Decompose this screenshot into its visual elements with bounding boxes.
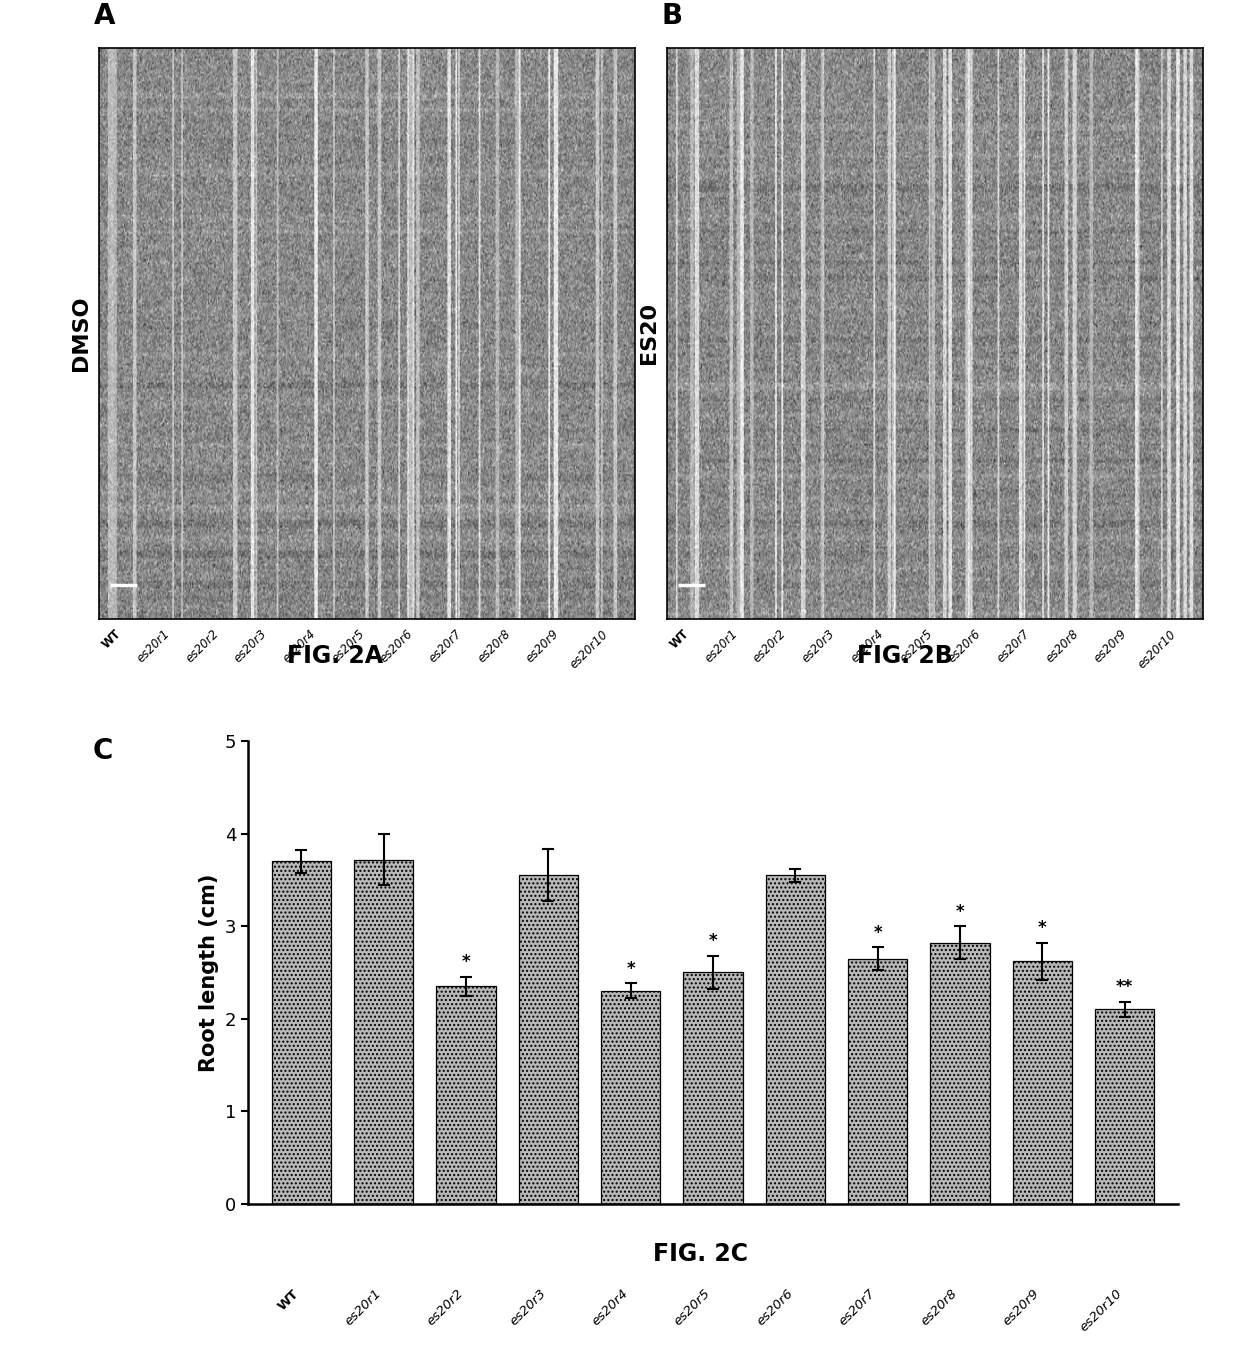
Text: es20r3: es20r3 [507, 1287, 548, 1329]
Text: es20r2: es20r2 [184, 627, 221, 665]
Text: es20r8: es20r8 [919, 1287, 960, 1329]
Text: es20r10: es20r10 [567, 627, 610, 670]
Text: *: * [626, 960, 635, 978]
Bar [601, 991, 661, 1204]
Text: es20r7: es20r7 [836, 1287, 878, 1329]
Bar [848, 959, 908, 1204]
Text: **: ** [1116, 978, 1133, 997]
Text: es20r8: es20r8 [1043, 627, 1081, 665]
Bar [436, 986, 496, 1204]
Bar [683, 972, 743, 1204]
Text: A: A [94, 3, 115, 30]
Text: B: B [662, 3, 683, 30]
Text: *: * [709, 932, 717, 951]
Text: WT: WT [99, 627, 124, 651]
Text: es20r7: es20r7 [994, 627, 1033, 665]
Bar [1013, 962, 1071, 1204]
Bar [765, 876, 825, 1204]
Text: es20r6: es20r6 [946, 627, 983, 665]
Text: es20r1: es20r1 [342, 1287, 384, 1329]
Y-axis label: DMSO: DMSO [71, 295, 91, 371]
Y-axis label: Root length (cm): Root length (cm) [200, 873, 219, 1072]
Bar [355, 860, 413, 1204]
Text: *: * [956, 903, 965, 921]
Bar [930, 942, 990, 1204]
Text: es20r6: es20r6 [378, 627, 415, 665]
Text: *: * [461, 953, 470, 971]
Text: es20r4: es20r4 [848, 627, 887, 665]
Text: es20r4: es20r4 [280, 627, 319, 665]
Text: FIG. 2A: FIG. 2A [286, 643, 383, 668]
Text: es20r5: es20r5 [329, 627, 367, 665]
Bar [272, 861, 331, 1204]
Text: es20r2: es20r2 [751, 627, 789, 665]
Text: es20r8: es20r8 [475, 627, 513, 665]
Y-axis label: ES20: ES20 [639, 302, 658, 364]
Text: *: * [873, 923, 882, 942]
Text: es20r10: es20r10 [1078, 1287, 1125, 1334]
Text: *: * [1038, 919, 1047, 937]
Text: es20r6: es20r6 [754, 1287, 795, 1329]
Text: es20r5: es20r5 [897, 627, 935, 665]
Text: es20r4: es20r4 [589, 1287, 631, 1329]
Text: FIG. 2C: FIG. 2C [653, 1242, 748, 1266]
Text: es20r3: es20r3 [800, 627, 837, 665]
Text: C: C [93, 737, 113, 766]
Text: es20r9: es20r9 [1091, 627, 1130, 665]
Text: WT: WT [667, 627, 692, 651]
Text: es20r9: es20r9 [523, 627, 562, 665]
Text: es20r1: es20r1 [134, 627, 172, 665]
Text: es20r7: es20r7 [427, 627, 465, 665]
Text: es20r5: es20r5 [672, 1287, 713, 1329]
Text: es20r2: es20r2 [424, 1287, 466, 1329]
Text: es20r10: es20r10 [1135, 627, 1178, 670]
Text: es20r1: es20r1 [702, 627, 740, 665]
Text: FIG. 2B: FIG. 2B [857, 643, 954, 668]
Text: WT: WT [275, 1287, 301, 1312]
Text: es20r3: es20r3 [232, 627, 269, 665]
Bar [1095, 1009, 1154, 1204]
Bar [518, 876, 578, 1204]
Text: es20r9: es20r9 [1001, 1287, 1042, 1329]
